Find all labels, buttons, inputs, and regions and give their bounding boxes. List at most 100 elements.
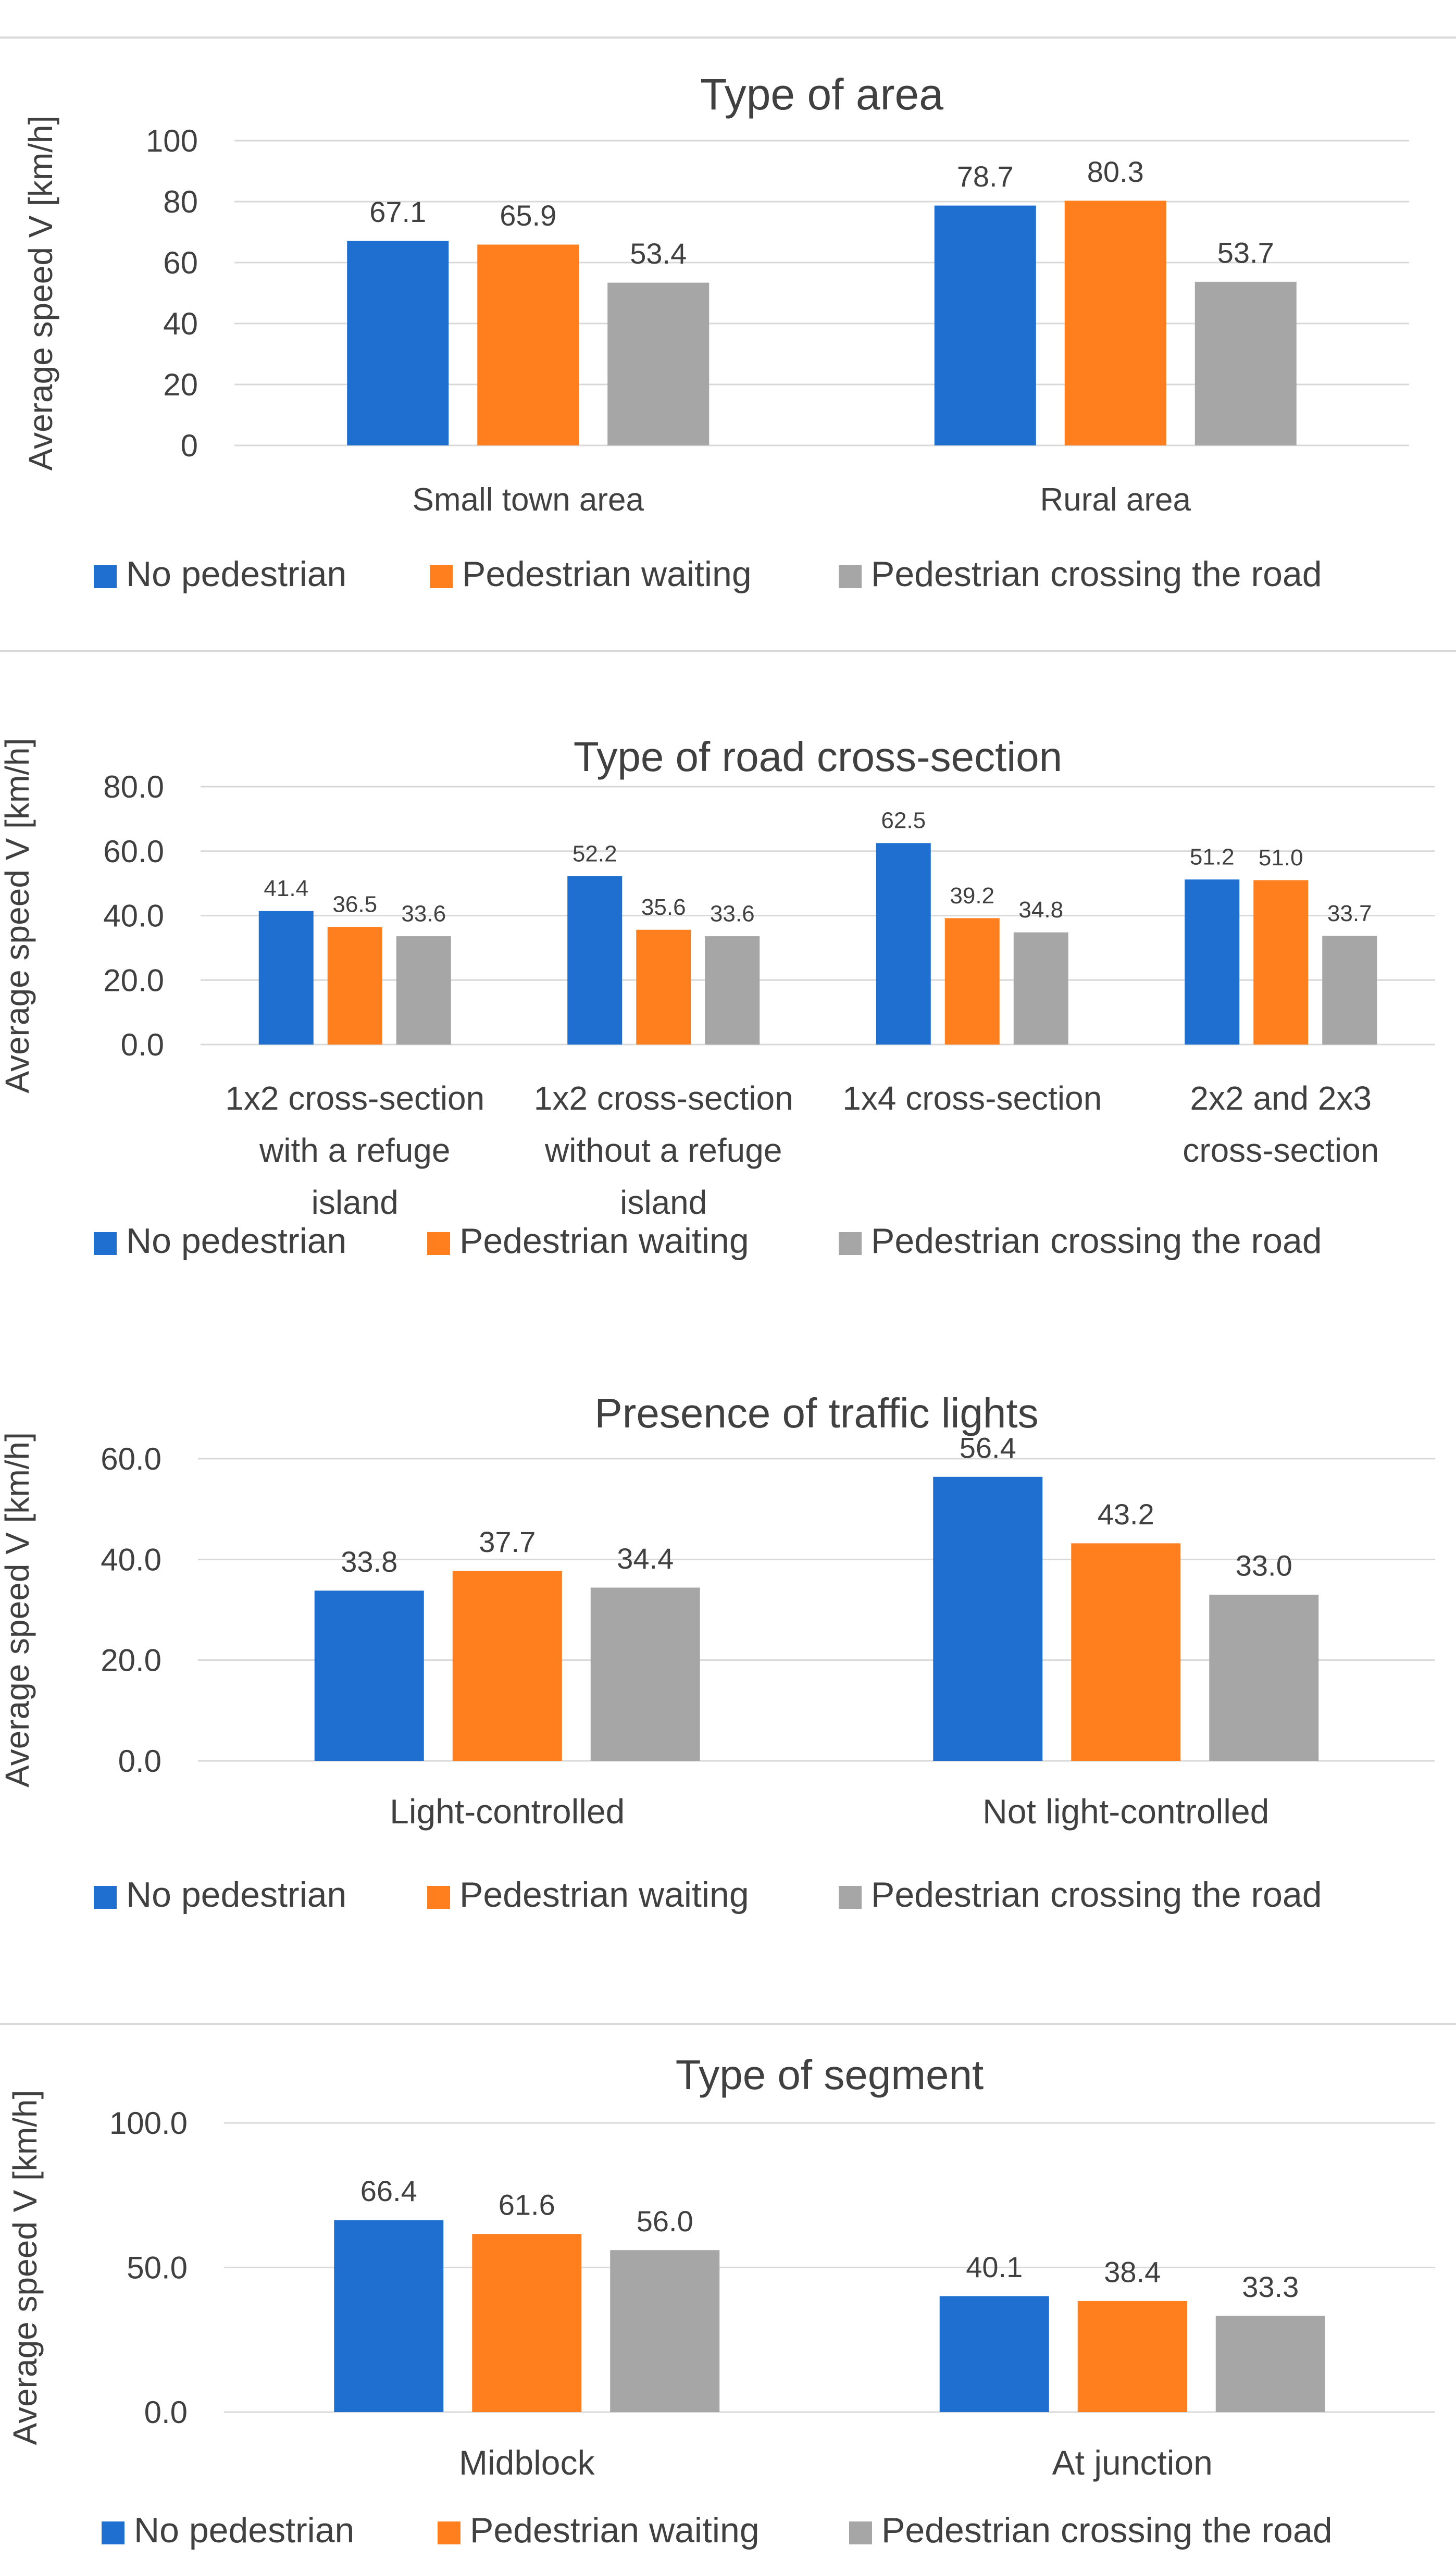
data-label: 51.2: [1190, 844, 1235, 870]
chart-title: Type of road cross-section: [574, 734, 1062, 780]
y-tick-label: 0.0: [118, 1744, 161, 1779]
data-label: 56.4: [960, 1431, 1016, 1464]
data-label: 33.6: [401, 901, 446, 927]
legend-swatch-pedestrian-crossing: [839, 565, 862, 588]
data-label: 33.6: [710, 901, 755, 927]
x-category-label: without a refuge: [544, 1132, 782, 1169]
bar-pedestrian-waiting: [1071, 1543, 1181, 1761]
bar-no-pedestrian: [258, 911, 314, 1045]
y-tick-label: 0.0: [121, 1027, 164, 1062]
y-tick-label: 60: [163, 245, 198, 280]
data-label: 41.4: [264, 876, 308, 901]
bar-no-pedestrian: [934, 205, 1036, 445]
legend-swatch-pedestrian-waiting: [427, 1886, 450, 1909]
data-label: 67.1: [369, 195, 426, 228]
legend-swatch-no-pedestrian: [94, 565, 117, 588]
data-label: 35.6: [641, 894, 686, 920]
y-tick-label: 50.0: [127, 2251, 188, 2285]
bar-pedestrian-waiting: [452, 1571, 562, 1761]
legend-label-pedestrian-waiting: Pedestrian waiting: [462, 554, 752, 594]
bar-pedestrian-waiting: [327, 927, 382, 1045]
data-label: 33.7: [1327, 901, 1372, 926]
y-tick-label: 40: [163, 306, 198, 341]
bar-pedestrian-crossing: [610, 2250, 720, 2412]
y-tick-label: 20.0: [101, 1643, 161, 1678]
y-tick-label: 0.0: [144, 2395, 188, 2430]
separator-line: [0, 36, 1456, 39]
legend-label-pedestrian-waiting: Pedestrian waiting: [459, 1875, 749, 1915]
chart-type-of-area: Type of area Average speed V [km/h] 0 20 40 6…: [22, 70, 1409, 594]
data-label: 34.8: [1018, 897, 1063, 923]
bar-no-pedestrian: [567, 876, 623, 1045]
y-tick-label: 80: [163, 184, 198, 219]
legend-swatch-pedestrian-waiting: [430, 565, 453, 588]
legend-label-no-pedestrian: No pedestrian: [126, 1221, 346, 1261]
x-category-label: 1x2 cross-section: [534, 1079, 793, 1117]
bar-pedestrian-crossing: [590, 1587, 700, 1761]
bar-no-pedestrian: [939, 2296, 1049, 2412]
data-label: 39.2: [950, 883, 994, 909]
bar-pedestrian-waiting: [944, 918, 1000, 1045]
data-label: 61.6: [499, 2189, 555, 2221]
bar-pedestrian-crossing: [1215, 2316, 1325, 2412]
x-category-label: cross-section: [1183, 1132, 1379, 1169]
chart-title: Type of area: [700, 70, 943, 119]
data-label: 40.1: [966, 2251, 1023, 2283]
chart-presence-of-traffic-lights: Presence of traffic lights Average speed …: [0, 1390, 1435, 1915]
bar-pedestrian-crossing: [1322, 936, 1377, 1045]
y-tick-label: 100: [146, 123, 198, 158]
bar-pedestrian-crossing: [396, 936, 451, 1045]
chart-title: Type of segment: [676, 2052, 984, 2098]
bar-pedestrian-crossing: [1209, 1595, 1319, 1761]
bar-pedestrian-waiting: [636, 929, 691, 1045]
data-label: 66.4: [360, 2175, 417, 2207]
bar-pedestrian-crossing: [1194, 281, 1297, 445]
bar-pedestrian-waiting: [1253, 880, 1309, 1045]
x-category-label: island: [312, 1184, 399, 1221]
y-axis-label: Average speed V [km/h]: [0, 738, 36, 1094]
data-label: 62.5: [881, 808, 926, 834]
y-tick-label: 0: [181, 428, 198, 463]
y-tick-label: 100.0: [109, 2106, 188, 2141]
data-label: 43.2: [1098, 1498, 1154, 1531]
x-category-label: Small town area: [412, 482, 644, 518]
legend-swatch-no-pedestrian: [94, 1232, 117, 1255]
data-label: 52.2: [573, 841, 617, 866]
data-label: 80.3: [1087, 155, 1144, 188]
data-label: 38.4: [1104, 2255, 1161, 2288]
legend-label-no-pedestrian: No pedestrian: [126, 554, 346, 594]
x-category-label: 2x2 and 2x3: [1190, 1079, 1372, 1117]
legend-label-pedestrian-waiting: Pedestrian waiting: [459, 1221, 749, 1261]
chart-type-of-road-cross-section: Type of road cross-section Average speed …: [0, 734, 1435, 1261]
chart-title: Presence of traffic lights: [594, 1390, 1038, 1436]
legend-swatch-pedestrian-crossing: [849, 2521, 872, 2544]
separator-line: [0, 650, 1456, 652]
bar-no-pedestrian: [876, 843, 931, 1045]
data-label: 56.0: [637, 2205, 693, 2238]
legend-swatch-pedestrian-waiting: [438, 2521, 461, 2544]
x-category-label: Light-controlled: [390, 1792, 625, 1831]
y-axis-label: Average speed V [km/h]: [0, 1432, 36, 1787]
x-category-label: Rural area: [1040, 482, 1191, 518]
y-axis-label: Average speed V [km/h]: [6, 2090, 44, 2445]
legend-swatch-pedestrian-crossing: [839, 1886, 862, 1909]
data-label: 36.5: [332, 892, 377, 917]
bar-pedestrian-waiting: [472, 2234, 582, 2412]
legend-label-pedestrian-crossing: Pedestrian crossing the road: [871, 1875, 1322, 1915]
y-tick-label: 40.0: [103, 899, 164, 934]
data-label: 33.8: [341, 1545, 397, 1578]
bar-pedestrian-crossing: [1013, 932, 1068, 1045]
data-label: 33.3: [1242, 2270, 1299, 2303]
bar-pedestrian-waiting: [1077, 2301, 1187, 2412]
y-axis-label: Average speed V [km/h]: [22, 116, 59, 471]
bar-no-pedestrian: [314, 1591, 424, 1761]
x-category-label: Not light-controlled: [982, 1792, 1269, 1831]
legend-swatch-pedestrian-crossing: [839, 1232, 862, 1255]
x-category-label: 1x4 cross-section: [842, 1079, 1102, 1117]
bar-pedestrian-waiting: [1064, 201, 1166, 445]
y-tick-label: 60.0: [101, 1442, 161, 1476]
data-label: 78.7: [957, 160, 1014, 193]
legend-label-pedestrian-waiting: Pedestrian waiting: [470, 2511, 760, 2550]
bar-pedestrian-crossing: [705, 936, 760, 1045]
